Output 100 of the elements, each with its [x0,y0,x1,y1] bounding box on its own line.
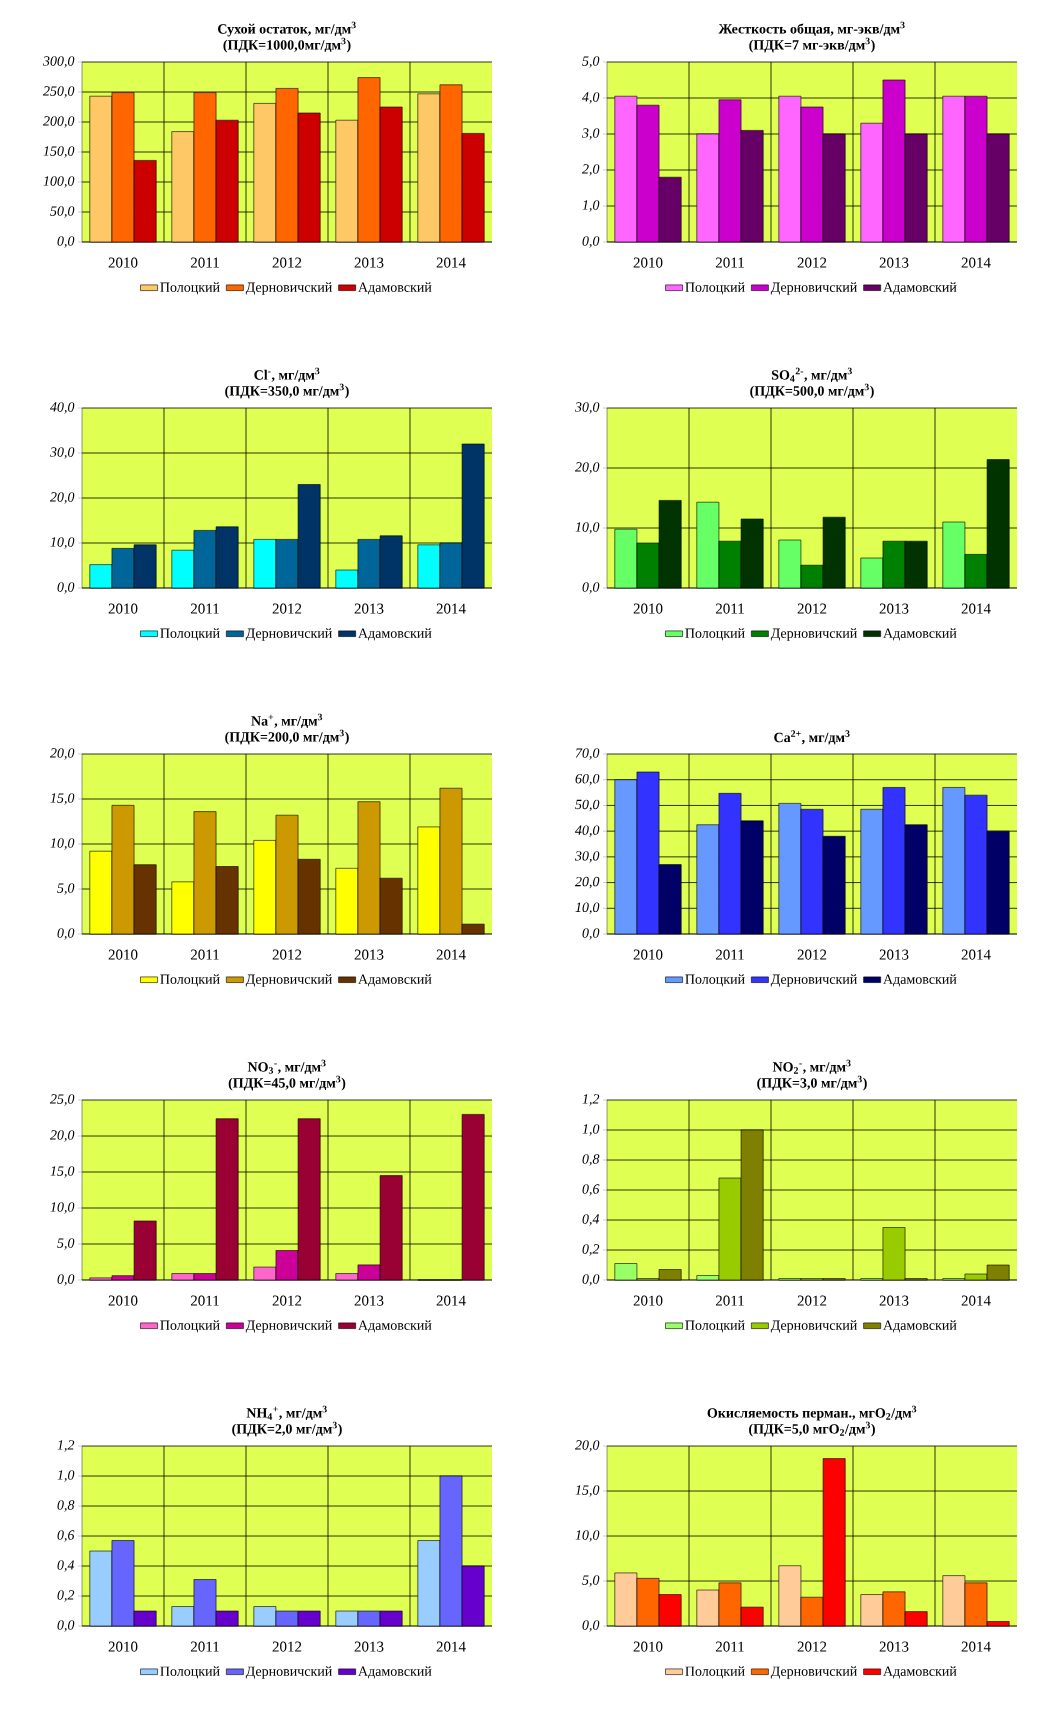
x-tick-label: 2010 [108,257,138,268]
chart-title: NO$_{2}$$^{-}$, мг/дм$^{3}$ [772,1059,851,1074]
y-tick-label: 10,0 [575,1530,600,1542]
x-tick-label: 2014 [961,1641,991,1652]
legend-label: Адамовский [358,628,432,641]
x-tick-label: 2012 [797,1295,827,1306]
x-tick-label: 2011 [190,257,219,268]
x-tick-label: 2014 [436,1295,466,1306]
y-tick-label: 25,0 [49,1094,75,1106]
y-tick-label: 15,0 [50,1166,75,1178]
chart-subtitle: (ПДК=5,0 мгO$_{2}$/дм$^{3}$) [749,1421,875,1437]
legend-label: Дерновичский [245,282,332,295]
x-tick-label: 2013 [879,257,909,268]
x-tick-label: 2012 [272,603,302,614]
chart-subtitle: (ПДК=1000,0мг/дм$^{3}$) [223,37,351,53]
y-tick-label: 1,0 [57,1470,75,1482]
legend-label: Полоцкий [160,1320,220,1333]
y-tick-label: 150,0 [43,146,75,158]
y-tick-label: 1,0 [582,200,600,212]
legend-label: Дерновичский [245,1666,332,1679]
x-tick-label: 2014 [436,1641,466,1652]
y-tick-label: 5,0 [582,1575,600,1587]
y-tick-label: 10,0 [575,522,600,534]
chart-title: Cl$^{-}$, мг/дм$^{3}$ [254,367,320,382]
legend-label: Полоцкий [685,282,745,295]
x-tick-label: 2011 [715,257,744,268]
y-tick-label: 0,2 [582,1244,600,1256]
x-tick-label: 2010 [108,603,138,614]
x-tick-label: 2012 [797,257,827,268]
chart-subtitle: (ПДК=200,0 мг/дм$^{3}$) [225,729,349,745]
legend-label: Адамовский [883,1666,957,1679]
x-tick-label: 2013 [879,949,909,960]
legend-label: Дерновичский [770,1666,857,1679]
legend-label: Полоцкий [160,974,220,987]
y-tick-label: 0,0 [57,236,75,248]
y-tick-label: 0,0 [582,928,600,940]
chart-title: Окисляемость перман., мгO$_{2}$/дм$^{3}$ [707,1405,917,1421]
legend-label: Полоцкий [160,628,220,641]
x-tick-label: 2013 [879,603,909,614]
legend-label: Дерновичский [770,282,857,295]
chart-title: NO$_{3}$$^{-}$, мг/дм$^{3}$ [247,1059,326,1074]
legend-label: Полоцкий [685,974,745,987]
legend-label: Дерновичский [245,974,332,987]
chart-title: Жесткость общая, мг-экв/дм$^{3}$ [718,21,905,36]
y-tick-label: 70,0 [575,748,600,760]
x-tick-label: 2011 [190,603,219,614]
legend-label: Дерновичский [770,628,857,641]
y-tick-label: 30,0 [574,402,600,414]
y-tick-label: 0,0 [582,1620,600,1632]
x-tick-label: 2011 [715,1641,744,1652]
x-tick-label: 2010 [633,1641,663,1652]
y-tick-label: 30,0 [574,851,600,863]
y-tick-label: 2,0 [581,164,600,176]
legend-label: Адамовский [883,974,957,987]
chart-subtitle: (ПДК=3,0 мг/дм$^{3}$) [757,1075,867,1091]
y-tick-label: 15,0 [50,793,75,805]
x-tick-label: 2012 [272,257,302,268]
legend-label: Адамовский [883,1320,957,1333]
x-tick-label: 2013 [354,1295,384,1306]
x-tick-label: 2014 [961,603,991,614]
chart-subtitle: (ПДК=7 мг-экв/дм$^{3}$) [749,37,875,53]
x-tick-label: 2011 [190,1295,219,1306]
legend-label: Полоцкий [160,1666,220,1679]
x-tick-label: 2013 [879,1641,909,1652]
legend-label: Адамовский [358,974,432,987]
x-tick-label: 2012 [797,603,827,614]
y-tick-label: 40,0 [575,825,600,837]
y-tick-label: 0,0 [582,236,600,248]
y-tick-label: 0,8 [57,1500,75,1512]
chart-subtitle: (ПДК=2,0 мг/дм$^{3}$) [232,1421,342,1437]
chart-title: Na$^{+}$, мг/дм$^{3}$ [251,713,323,728]
chart-title: NH$_{4}$$^{+}$, мг/дм$^{3}$ [246,1405,327,1420]
y-tick-label: 10,0 [50,537,75,549]
y-tick-label: 60,0 [575,773,600,786]
y-tick-label: 3,0 [581,128,600,140]
y-tick-label: 0,0 [582,1274,600,1286]
x-tick-label: 2014 [961,949,991,960]
y-tick-label: 200,0 [42,116,75,128]
x-tick-label: 2011 [715,603,744,614]
y-tick-label: 0,4 [582,1214,600,1226]
x-tick-label: 2011 [190,1641,219,1652]
chart-title: Сухой остаток, мг/дм$^{3}$ [218,21,356,37]
y-tick-label: 10,0 [50,838,75,850]
y-tick-label: 40,0 [50,402,75,414]
y-tick-label: 0,8 [582,1154,600,1166]
y-tick-label: 5,0 [57,883,75,895]
x-tick-label: 2013 [354,949,384,960]
y-tick-label: 10,0 [50,1202,75,1214]
y-tick-label: 5,0 [57,1238,75,1250]
x-tick-label: 2014 [961,257,991,268]
y-tick-label: 15,0 [575,1485,600,1497]
chart-title: Ca$^{2+}$, мг/дм$^{3}$ [774,730,850,745]
legend-label: Адамовский [883,282,957,295]
y-tick-label: 50,0 [575,799,600,812]
legend-label: Полоцкий [685,1666,745,1679]
legend-label: Адамовский [358,282,432,295]
y-tick-label: 10,0 [575,902,600,915]
y-tick-label: 20,0 [574,1440,600,1452]
x-tick-label: 2010 [108,949,138,960]
legend-label: Адамовский [358,1666,432,1679]
